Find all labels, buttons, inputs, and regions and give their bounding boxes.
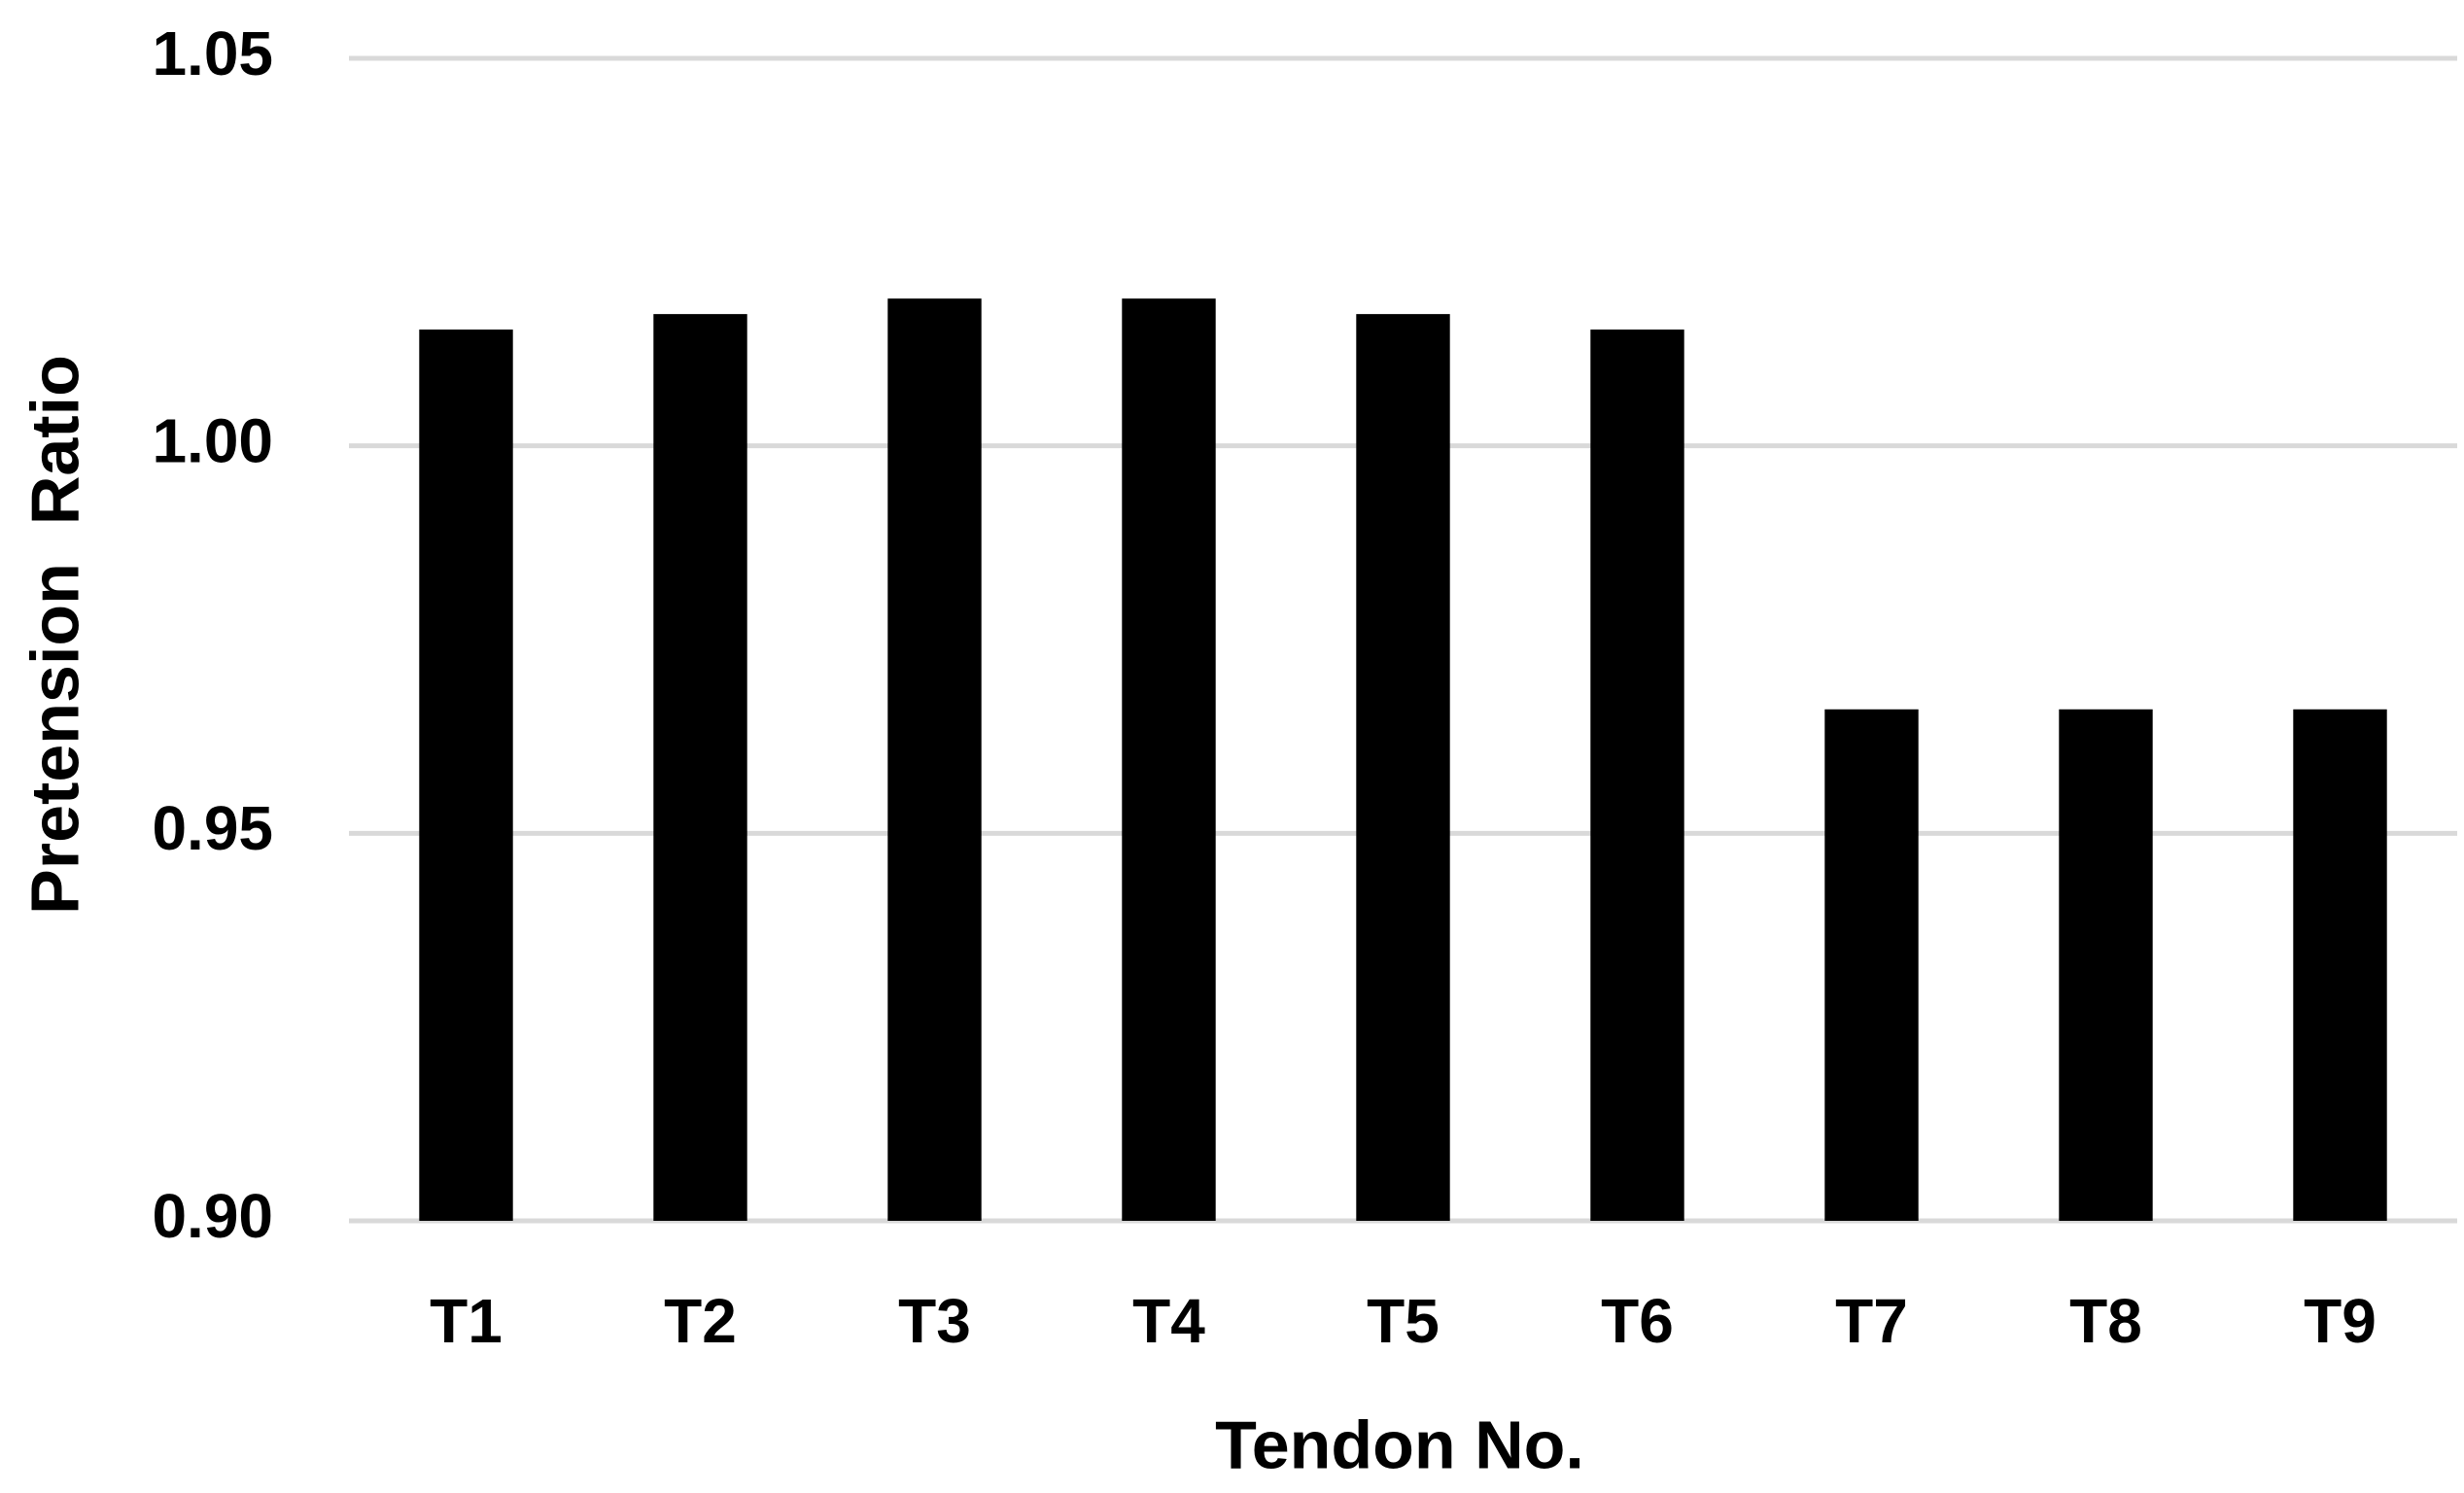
- x-tick-label: T4: [1132, 1286, 1205, 1356]
- x-tick-label: T2: [664, 1286, 737, 1356]
- bar: [419, 330, 513, 1222]
- y-tick-label: 0.90: [152, 1181, 273, 1251]
- y-tick-label: 1.00: [152, 406, 273, 476]
- x-tick-label: T3: [898, 1286, 971, 1356]
- x-tick-label: T5: [1367, 1286, 1440, 1356]
- bar: [1356, 314, 1450, 1221]
- x-tick-label: T9: [2304, 1286, 2377, 1356]
- x-tick-label: T7: [1835, 1286, 1908, 1356]
- bar: [1824, 709, 1919, 1221]
- bar: [1590, 330, 1684, 1222]
- bar: [2059, 709, 2153, 1221]
- x-axis-title: Tendon No.: [1215, 1406, 1584, 1482]
- x-tick-label: T8: [2069, 1286, 2142, 1356]
- bar: [1122, 298, 1216, 1221]
- bar: [653, 314, 747, 1221]
- bar: [887, 298, 982, 1221]
- x-tick-label: T1: [430, 1286, 503, 1356]
- y-axis-title: Pretension Ratio: [17, 355, 92, 915]
- bar: [2293, 709, 2387, 1221]
- y-tick-label: 0.95: [152, 793, 273, 863]
- x-tick-label: T6: [1601, 1286, 1674, 1356]
- y-tick-label: 1.05: [152, 18, 273, 88]
